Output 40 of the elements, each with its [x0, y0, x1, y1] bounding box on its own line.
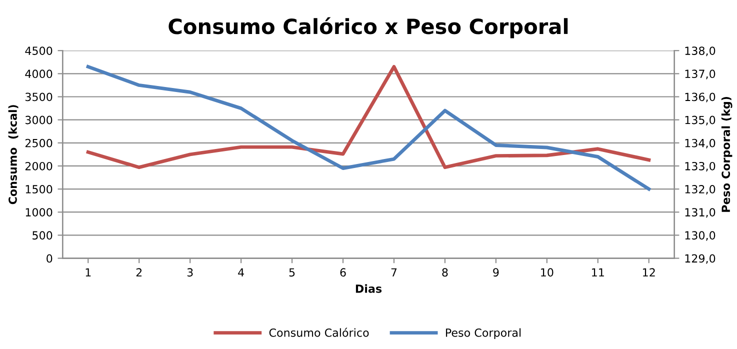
y2-tick-label: 134,0	[685, 138, 716, 148]
x-tick-label: 5	[289, 268, 295, 277]
x-tick-label: 10	[541, 268, 554, 277]
y2-tick-label: 138,0	[685, 46, 716, 56]
y2-tick-label: 135,0	[685, 116, 716, 126]
y2-axis-title: Peso Corporal (kg)	[721, 96, 732, 212]
x-tick-label: 2	[136, 268, 142, 276]
y-tick-label: 1500	[26, 185, 52, 194]
y2-tick-label: 131,0	[685, 208, 716, 218]
y2-tick-label: 137,0	[685, 70, 716, 80]
y-tick-label: 4500	[25, 46, 52, 55]
y-tick-label: 3000	[25, 116, 52, 124]
chart-title: Consumo Calórico x Peso Corporal	[168, 17, 568, 38]
legend-label: Consumo Calórico	[269, 328, 369, 337]
x-tick-label: 9	[493, 268, 499, 277]
y2-tick-label: 136,0	[685, 92, 716, 102]
x-tick-label: 1	[86, 268, 91, 276]
x-tick-label: 6	[340, 268, 346, 277]
x-tick-label: 11	[592, 268, 604, 276]
y-tick-label: 0	[46, 254, 52, 263]
y2-tick-label: 133,0	[685, 162, 716, 172]
y-tick-label: 3500	[25, 92, 52, 102]
y2-tick-label: 132,0	[685, 185, 716, 195]
line-series	[86, 65, 651, 191]
y-axis-title: Consumo (kcal)	[8, 105, 18, 204]
y-tick-label: 2000	[25, 162, 52, 170]
x-tick-label: 8	[442, 268, 448, 277]
line-series	[86, 65, 651, 170]
y-tick-label: 4000	[25, 70, 52, 78]
y-tick-label: 2500	[25, 138, 52, 148]
y-tick-label: 500	[32, 231, 52, 240]
legend-label: Peso Corporal	[446, 328, 521, 339]
x-tick-label: 7	[391, 268, 397, 276]
x-axis-title: Dias	[356, 284, 382, 293]
y2-tick-label: 130,0	[685, 231, 716, 241]
y2-tick-label: 129,0	[685, 254, 716, 264]
x-tick-label: 3	[187, 268, 193, 277]
x-tick-label: 4	[238, 268, 244, 276]
x-tick-label: 12	[643, 268, 655, 276]
y-tick-label: 1000	[26, 208, 52, 216]
